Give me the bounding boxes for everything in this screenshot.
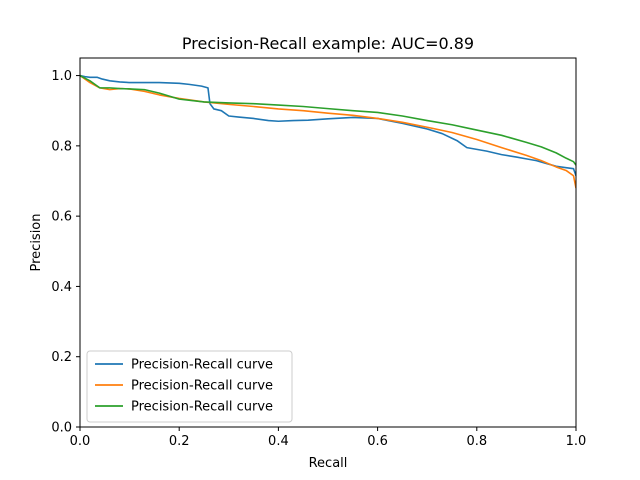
x-tick-label-0: 0.0 <box>70 434 91 449</box>
legend-label-1: Precision-Recall curve <box>131 358 273 373</box>
series-line-1 <box>80 74 576 176</box>
x-axis-label: Recall <box>309 456 348 471</box>
legend-label-3: Precision-Recall curve <box>131 400 273 415</box>
legend-label-2: Precision-Recall curve <box>131 379 273 394</box>
y-tick-label-2: 0.4 <box>51 280 72 295</box>
x-tick-label-2: 0.4 <box>268 434 289 449</box>
chart-title: Precision-Recall example: AUC=0.89 <box>182 34 474 53</box>
x-tick-label-3: 0.6 <box>367 434 388 449</box>
y-tick-label-5: 1.0 <box>51 69 72 84</box>
y-tick-label-0: 0.0 <box>51 421 72 436</box>
y-tick-label-1: 0.2 <box>51 350 72 365</box>
plot-frame <box>79 57 577 428</box>
x-tick-label-1: 0.2 <box>169 434 190 449</box>
y-axis-label: Precision <box>29 213 44 271</box>
y-tick-label-3: 0.6 <box>51 210 72 225</box>
y-tick-label-4: 0.8 <box>51 139 72 154</box>
x-tick-label-4: 0.8 <box>466 434 487 449</box>
legend: Precision-Recall curve Precision-Recall c… <box>86 350 293 423</box>
x-tick-label-5: 1.0 <box>566 434 587 449</box>
legend-box <box>86 350 293 423</box>
series-line-3 <box>80 74 576 166</box>
